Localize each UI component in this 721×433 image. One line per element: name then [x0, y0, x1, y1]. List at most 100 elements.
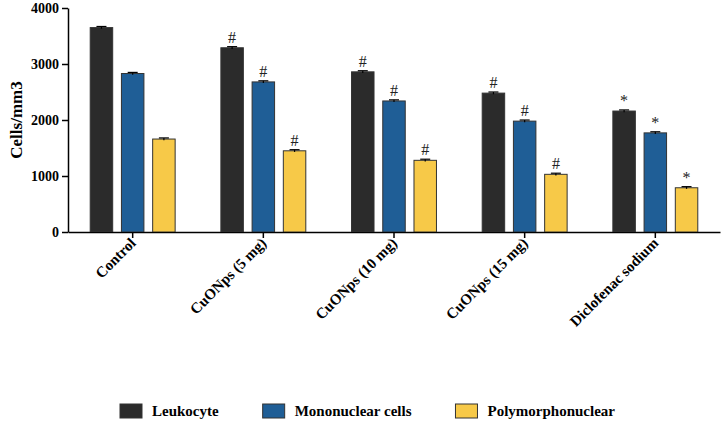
error-bar: [227, 47, 237, 49]
legend-item: Leukocyte: [120, 403, 219, 419]
x-tick-mark: [524, 232, 526, 238]
legend-label: Leukocyte: [152, 403, 219, 419]
significance-marker: #: [390, 82, 398, 99]
error-bar: [488, 92, 498, 94]
x-tick: CuONps (10 mg): [312, 232, 401, 323]
x-tick: CuONps (15 mg): [443, 232, 532, 323]
bar: [675, 188, 697, 232]
error-bar: [420, 159, 430, 161]
bar: [545, 174, 567, 232]
bar: [221, 48, 243, 232]
x-tick-label: CuONps (5 mg): [187, 235, 270, 318]
error-bar: [551, 173, 561, 175]
bar: [644, 133, 666, 232]
y-tick-mark: [62, 176, 68, 178]
x-tick: CuONps (5 mg): [187, 232, 270, 318]
legend-item: Mononuclear cells: [263, 403, 412, 419]
x-axis: Control CuONps (5 mg) CuONps (10 mg) CuONps…: [69, 232, 721, 330]
significance-marker: #: [259, 63, 267, 80]
error-bar-cap: [159, 137, 169, 138]
error-bar: [389, 100, 399, 102]
bar: [414, 160, 436, 232]
y-tick-mark: [62, 232, 68, 234]
x-tick: Diclofenac sodium: [567, 232, 662, 330]
significance-marker: #: [421, 141, 429, 158]
x-tick-mark: [132, 232, 134, 238]
error-bar-cap: [96, 26, 106, 27]
error-bar: [358, 71, 368, 73]
bars: [90, 26, 698, 232]
y-tick-label: 4000: [31, 1, 59, 16]
error-bar: [290, 150, 300, 152]
x-tick-mark: [263, 232, 265, 238]
y-tick-label: 3000: [31, 57, 59, 72]
y-tick: 0: [52, 225, 68, 240]
bar: [90, 28, 112, 232]
y-axis-title: Cells/mm3: [7, 81, 26, 158]
bar: [283, 151, 305, 232]
legend: Leukocyte Mononuclear cells Polymorphonucl…: [120, 403, 615, 419]
y-tick-mark: [62, 120, 68, 122]
error-bar-cap: [488, 91, 498, 92]
error-bar-cap: [128, 72, 138, 73]
error-bar: [128, 72, 138, 74]
error-bar-cap: [682, 186, 692, 187]
significance-marker: #: [489, 74, 497, 91]
y-tick-mark: [62, 64, 68, 66]
legend-swatch: [455, 404, 477, 418]
x-tick-label: CuONps (15 mg): [443, 235, 532, 324]
error-bar-cap: [389, 99, 399, 100]
significance-marker: #: [359, 53, 367, 70]
bar: [252, 82, 274, 232]
chart: 0 1000 2000 3000 4000 Cells/mm3 Control CuONps …: [0, 0, 721, 433]
error-bar: [619, 110, 629, 112]
significance-marker: #: [521, 102, 529, 119]
y-tick: 3000: [31, 57, 68, 72]
annotations: # # # * # # # * # # # *: [228, 29, 690, 186]
error-bar-cap: [420, 159, 430, 160]
legend-swatch: [120, 404, 142, 418]
error-bar: [520, 120, 530, 122]
y-tick-mark: [62, 8, 68, 10]
bar: [383, 101, 405, 232]
error-bar-cap: [290, 149, 300, 150]
y-tick-label: 0: [52, 225, 59, 240]
bar: [613, 111, 635, 232]
error-bar-cap: [520, 119, 530, 120]
significance-marker: #: [228, 29, 236, 46]
error-bar: [258, 81, 268, 83]
y-tick: 2000: [31, 113, 68, 128]
x-tick-mark: [655, 232, 657, 238]
bar: [482, 93, 504, 232]
error-bar-cap: [227, 46, 237, 47]
error-bar: [159, 138, 169, 140]
error-bar-cap: [358, 70, 368, 71]
error-bar-cap: [551, 173, 561, 174]
bar: [513, 121, 535, 232]
error-bar: [682, 187, 692, 189]
x-tick-mark: [393, 232, 395, 238]
x-tick-label: CuONps (10 mg): [312, 235, 401, 324]
x-tick-label: Control: [92, 235, 138, 281]
y-tick-label: 2000: [31, 113, 59, 128]
error-bar-cap: [650, 131, 660, 132]
significance-marker: #: [291, 132, 299, 149]
bar: [121, 74, 143, 232]
y-tick: 1000: [31, 169, 68, 184]
y-axis: 0 1000 2000 3000 4000: [31, 1, 69, 240]
error-bar: [96, 26, 106, 28]
significance-marker: *: [683, 169, 691, 186]
legend-label: Mononuclear cells: [295, 403, 412, 419]
y-tick: 4000: [31, 1, 68, 16]
x-tick: Control: [92, 232, 138, 281]
bar: [153, 139, 175, 232]
error-bar-cap: [619, 109, 629, 110]
significance-marker: *: [620, 92, 628, 109]
y-tick-label: 1000: [31, 169, 59, 184]
error-bar: [650, 132, 660, 134]
legend-item: Polymorphonuclear: [455, 403, 615, 419]
significance-marker: #: [552, 155, 560, 172]
error-bar-cap: [258, 80, 268, 81]
bar: [352, 72, 374, 232]
significance-marker: *: [651, 114, 659, 131]
